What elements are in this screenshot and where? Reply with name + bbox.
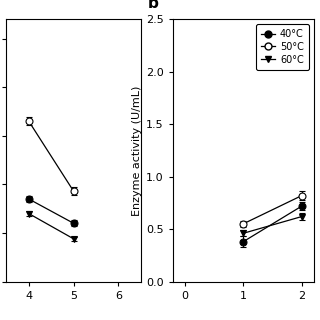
Legend: 40°C, 50°C, 60°C: 40°C, 50°C, 60°C bbox=[256, 24, 309, 70]
Text: b: b bbox=[148, 0, 158, 11]
Y-axis label: Enzyme activity (U/mL): Enzyme activity (U/mL) bbox=[132, 85, 142, 216]
